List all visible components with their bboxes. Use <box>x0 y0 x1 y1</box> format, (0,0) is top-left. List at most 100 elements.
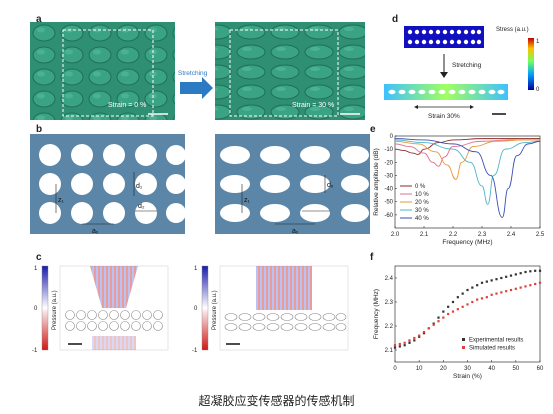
legend-label: 40 % <box>415 216 429 222</box>
holes-sim-left <box>65 310 163 331</box>
y-tick-label: 2.2 <box>385 324 394 330</box>
data-point <box>485 280 488 283</box>
dim-label-d1: d₁ <box>136 183 143 190</box>
x-tick-label: 30 <box>464 366 471 372</box>
colorbar-tick-top-right: 1 <box>194 266 198 272</box>
data-point <box>471 286 474 289</box>
series-line-0pct <box>394 138 540 155</box>
dimension-lines-right <box>241 175 330 225</box>
data-point <box>403 341 406 344</box>
data-point <box>437 316 440 319</box>
data-point <box>466 288 469 292</box>
data-point <box>408 339 411 342</box>
wave-field-left <box>90 266 138 308</box>
holes-right <box>220 146 369 222</box>
stress-colorbar-title: Stress (a.u.) <box>496 27 529 33</box>
colorbar-c-left <box>41 265 49 351</box>
colorbar-tick-mid-right: 0 <box>194 306 198 312</box>
x-axis-label: Frequency (MHz) <box>442 239 492 246</box>
stretching-arrow <box>180 77 213 99</box>
data-point <box>514 273 517 276</box>
stretching-arrowhead-d <box>440 72 448 78</box>
chart-e: 2.0 2.1 2.2 2.3 2.4 2.5 0 -10 -20 -30 -40 -50 -60 Fre… <box>373 134 545 246</box>
plot-frame <box>394 265 541 363</box>
data-point <box>538 269 542 272</box>
chart-f: 0 10 20 30 40 50 60 2.1 2.2 2.3 2.4 Strain (%) Frequ… <box>373 265 544 380</box>
data-point <box>471 300 474 304</box>
data-point <box>451 310 455 313</box>
legend-label: Simulated results <box>469 346 515 352</box>
x-tick-label: 2.2 <box>449 232 458 238</box>
holes-d-top <box>407 29 482 45</box>
dimension-lines-left <box>55 172 157 225</box>
y-axis-label: Relative amplitude (dB) <box>373 148 380 216</box>
y-tick-label: -10 <box>384 147 393 153</box>
y-axis-label: Frequency (MHz) <box>373 289 380 339</box>
data-point <box>422 330 426 334</box>
data-point <box>534 282 537 286</box>
panel-c: 1 0 -1 Pressure (a.u.) 1 0 -1 Pressure (… <box>32 265 349 354</box>
y-tick-label: -20 <box>384 160 393 166</box>
stress-colorbar <box>528 38 534 90</box>
holes-d-bottom <box>388 89 505 95</box>
data-point <box>490 293 493 296</box>
pressure-ylabel-left: Pressure (a.u.) <box>52 290 58 330</box>
data-point <box>519 272 522 275</box>
strain-label-right: Strain = 30 % <box>292 102 334 109</box>
figure-caption: 超凝胶应变传感器的传感机制 <box>198 394 355 408</box>
x-tick-label: 2.5 <box>536 232 545 238</box>
data-point <box>538 281 542 284</box>
data-point <box>480 297 484 300</box>
legend-label: Experimental results <box>469 338 523 344</box>
panel-b: z₁ aₓ d₁ d₂ z₁ aₓ dₓ <box>30 134 370 235</box>
colorbar-tick-top-left: 1 <box>34 266 38 272</box>
strain-arrowhead-left-d <box>414 105 418 109</box>
dim-label-dx-right: dₓ <box>327 182 334 189</box>
data-point <box>485 296 488 299</box>
x-tick-label: 50 <box>512 366 519 372</box>
holes-sim-right <box>224 313 347 331</box>
data-point <box>480 281 484 284</box>
data-point <box>398 345 401 348</box>
micrograph-right <box>215 22 365 120</box>
data-point <box>442 316 445 319</box>
data-point <box>418 334 421 337</box>
x-tick-label: 2.4 <box>507 232 516 238</box>
stretched-strip <box>384 84 508 100</box>
x-tick-label: 20 <box>440 366 447 372</box>
strain-label-left: Strain = 0 % <box>108 102 146 109</box>
x-tick-label: 40 <box>488 366 495 372</box>
data-point <box>505 275 508 278</box>
panel-a: Strain = 0 % Stretching Strain = 30 % <box>30 22 365 120</box>
x-tick-label: 2.0 <box>391 232 400 238</box>
y-tick-label: -40 <box>384 187 393 193</box>
legend-label: 30 % <box>415 208 429 214</box>
colorbar-c-right <box>201 265 209 351</box>
y-tick-label: 0 <box>390 134 394 140</box>
panel-d: Stretching Strain 30% Stress (a.u.) 1 0 <box>384 26 540 120</box>
panel-label-c: c <box>36 252 42 263</box>
stress-colorbar-tick-bottom: 0 <box>536 87 540 93</box>
roi-box-left <box>62 29 154 117</box>
panel-label-a: a <box>36 14 42 25</box>
legend-marker <box>462 346 465 349</box>
y-tick-label: -30 <box>384 173 393 179</box>
dim-label-ax-left: aₓ <box>92 228 99 235</box>
data-point <box>466 303 469 306</box>
data-point <box>476 284 479 287</box>
micrograph-left <box>30 22 175 120</box>
colorbar-tick-bottom-right: -1 <box>192 348 198 354</box>
panel-label-b: b <box>36 124 43 135</box>
data-point <box>451 300 455 304</box>
dim-label-ax-right: aₓ <box>292 228 299 235</box>
dim-label-d2: d₂ <box>138 203 145 210</box>
data-point <box>413 339 416 342</box>
legend-marker <box>462 338 465 341</box>
y-tick-label: 2.1 <box>385 348 394 354</box>
y-tick-label: 2.3 <box>385 300 394 306</box>
data-point <box>447 312 450 316</box>
wave-transmitted-left <box>92 336 136 350</box>
strain-arrowhead-right-d <box>470 105 474 109</box>
data-point <box>505 290 508 293</box>
